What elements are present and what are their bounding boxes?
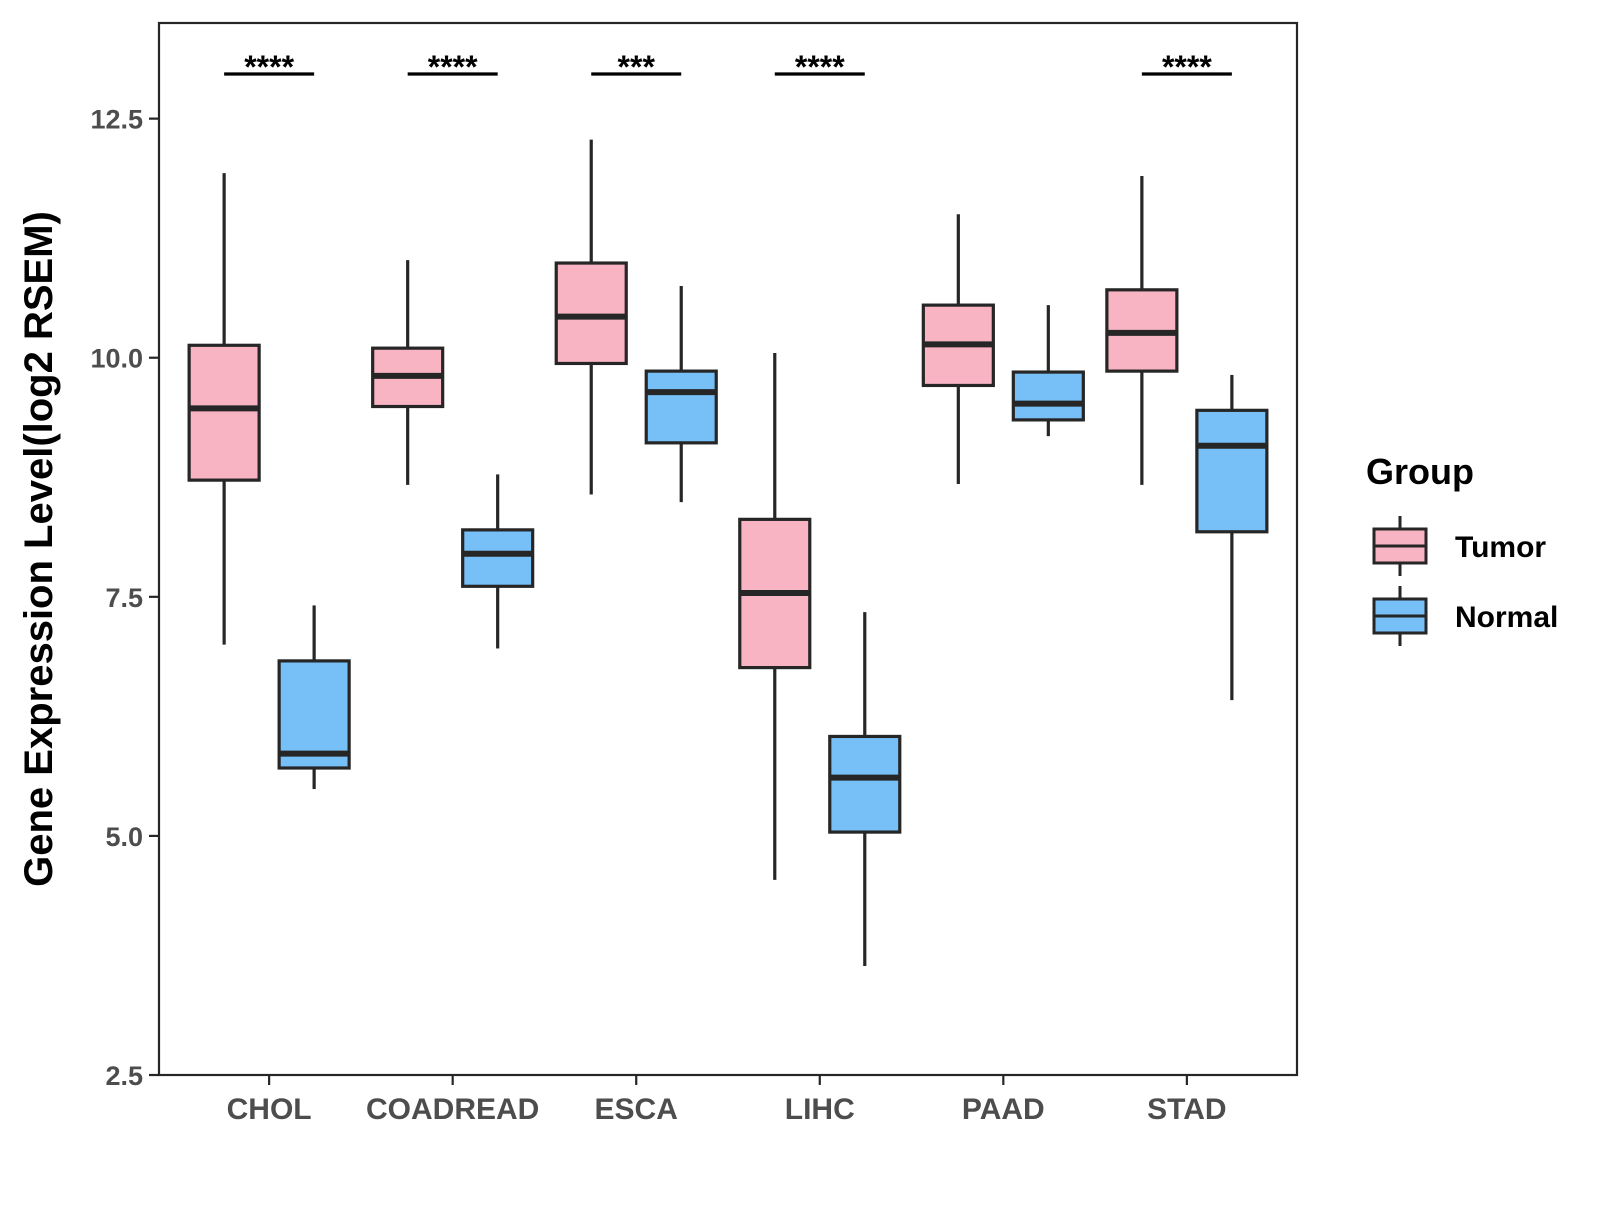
box-iqr <box>187 343 261 482</box>
box-iqr <box>461 528 535 588</box>
box-tumor-paad <box>921 214 995 484</box>
panel-border <box>157 21 1299 1077</box>
y-tick-label: 2.5 <box>105 1061 143 1091</box>
y-tick-label: 7.5 <box>105 583 143 613</box>
box-iqr <box>1195 408 1269 534</box>
box-iqr <box>644 369 718 445</box>
significance-label: **** <box>1162 49 1212 85</box>
box-tumor-lihc <box>738 352 812 880</box>
box-iqr <box>554 261 628 366</box>
box-iqr <box>1011 370 1085 422</box>
x-tick-label: STAD <box>1147 1093 1226 1126</box>
y-tick-label: 12.5 <box>90 105 143 135</box>
x-tick-label: CHOL <box>227 1093 312 1126</box>
legend-item-tumor: Tumor <box>1372 516 1546 576</box>
legend-item-normal: Normal <box>1372 586 1558 646</box>
box-normal-coadread <box>461 474 535 649</box>
box-tumor-esca <box>554 139 628 495</box>
significance-label: **** <box>428 49 478 85</box>
box-iqr <box>277 659 351 770</box>
box-normal-lihc <box>828 612 902 966</box>
boxes-layer <box>187 139 1269 966</box>
box-normal-esca <box>644 286 718 503</box>
legend-label: Tumor <box>1455 531 1546 564</box>
box-tumor-stad <box>1105 176 1179 485</box>
y-tick-label: 5.0 <box>105 822 143 852</box>
box-iqr <box>828 734 902 834</box>
significance-layer: **** **** *** **** **** <box>224 49 1232 85</box>
box-tumor-chol <box>187 173 261 645</box>
legend: Group Tumor Normal <box>1366 451 1558 646</box>
axes-layer: 2.5 5.0 7.5 10.0 12.5 CHOL COADREAD ESCA LIHC PAA… <box>17 105 1227 1126</box>
x-tick-label: PAAD <box>962 1093 1045 1126</box>
box-normal-chol <box>277 605 351 790</box>
x-tick-label: COADREAD <box>366 1093 539 1126</box>
box-normal-paad <box>1011 305 1085 437</box>
y-tick-label: 10.0 <box>90 344 143 374</box>
x-tick-label: LIHC <box>785 1093 855 1126</box>
significance-label: **** <box>244 49 294 85</box>
box-normal-stad <box>1195 374 1269 701</box>
legend-label: Normal <box>1455 601 1558 634</box>
y-axis-title: Gene Expression Level(log2 RSEM) <box>17 211 61 887</box>
significance-label: *** <box>618 49 656 85</box>
box-tumor-coadread <box>371 260 445 485</box>
x-tick-label: ESCA <box>595 1093 678 1126</box>
plot-panel <box>157 21 1299 1077</box>
significance-label: **** <box>795 49 845 85</box>
legend-title: Group <box>1366 451 1474 492</box>
